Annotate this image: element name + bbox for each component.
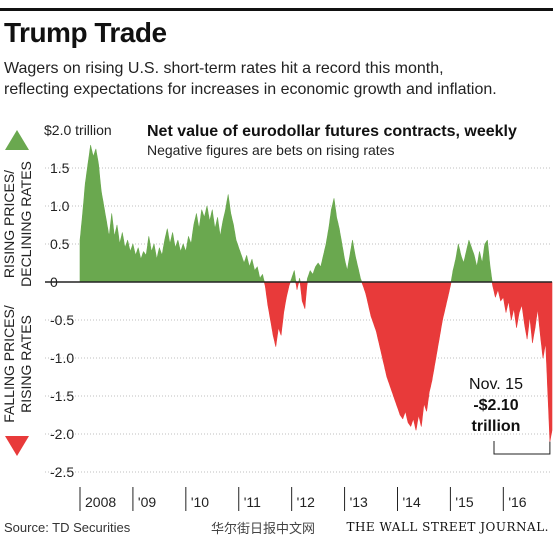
y-tick-label: 1.5 xyxy=(50,160,70,176)
x-tick-label: '11 xyxy=(244,494,261,510)
annotation-label: trillion xyxy=(472,418,521,435)
y-tick-label: 0.5 xyxy=(50,236,70,252)
negative-side-label: RISING RATES xyxy=(18,315,34,413)
subtitle-line: reflecting expectations for increases in… xyxy=(4,81,497,98)
x-tick-label: '15 xyxy=(455,494,473,510)
positive-area xyxy=(79,144,553,283)
x-tick-label: '09 xyxy=(138,494,156,510)
watermark-text: 华尔街日报中文网 xyxy=(211,521,316,536)
positive-side-label: DECLINING RATES xyxy=(18,161,34,287)
negative-side-label: FALLING PRICES/ xyxy=(1,305,17,423)
y-tick-label: -2.5 xyxy=(50,464,74,480)
annotation-label: -$2.10 xyxy=(473,397,518,414)
x-tick-label: '10 xyxy=(191,494,209,510)
y-tick-label: -1.5 xyxy=(50,388,74,404)
top-rule xyxy=(0,8,553,11)
x-tick-label: 2008 xyxy=(85,494,116,510)
chart-subtitle: Negative figures are bets on rising rate… xyxy=(147,142,394,158)
chart-title: Net value of eurodollar futures contract… xyxy=(147,123,517,140)
y-tick-label: -1.0 xyxy=(50,350,74,366)
page-subtitle: Wagers on rising U.S. short-term rates h… xyxy=(4,58,553,100)
down-arrow-icon xyxy=(5,436,29,456)
source-note: Source: TD Securities xyxy=(4,520,131,535)
positive-side-label: RISING PRICES/ xyxy=(1,170,17,278)
y-tick-label: 1.0 xyxy=(50,198,70,214)
x-tick-label: '16 xyxy=(508,494,526,510)
publisher-logo: THE WALL STREET JOURNAL. xyxy=(346,520,549,534)
y-tick-label: $2.0 trillion xyxy=(44,122,112,138)
x-tick-label: '14 xyxy=(402,494,420,510)
x-tick-label: '12 xyxy=(297,494,315,510)
annotation-leader-line xyxy=(493,441,551,455)
y-tick-label: -2.0 xyxy=(50,426,74,442)
annotation-label: Nov. 15 xyxy=(469,376,523,393)
y-tick-label: -0.5 xyxy=(50,312,74,328)
page-title: Trump Trade xyxy=(4,17,167,48)
subtitle-line: Wagers on rising U.S. short-term rates h… xyxy=(4,60,444,77)
up-arrow-icon xyxy=(5,130,29,150)
x-tick-label: '13 xyxy=(350,494,368,510)
